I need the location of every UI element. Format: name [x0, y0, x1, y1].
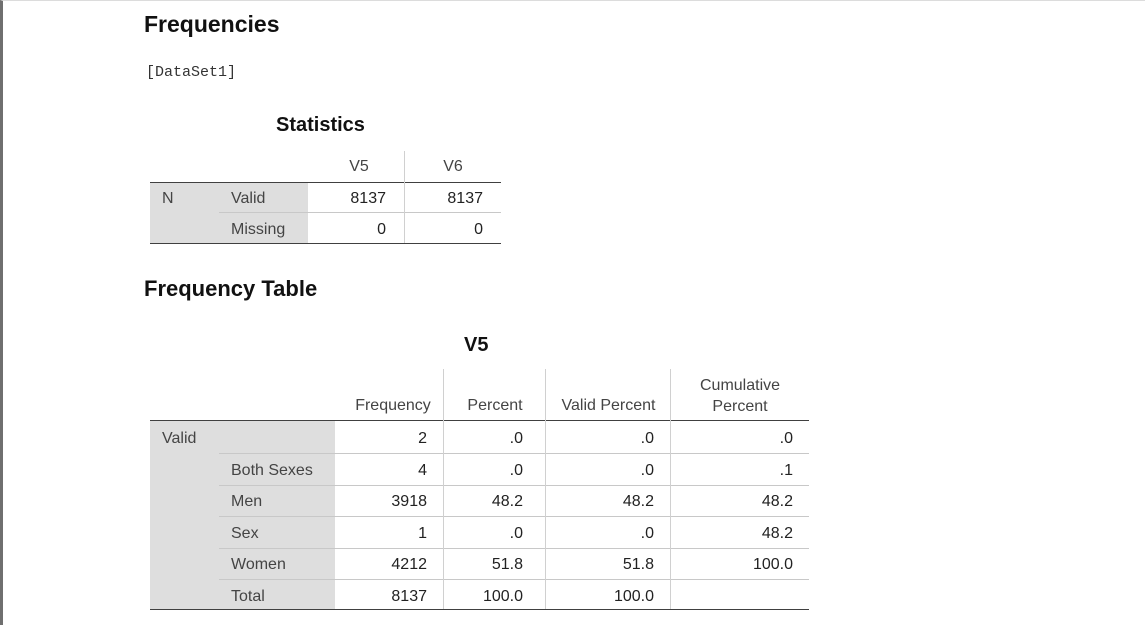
v5-cell-women-percent: 51.8 — [491, 556, 523, 574]
v5-cell-both-sexes-valid-percent: .0 — [640, 461, 654, 479]
v5-row-label-women: Women — [231, 556, 286, 574]
v5-group-label-valid: Valid — [162, 430, 197, 447]
v5-col-header-frequency: Frequency — [355, 397, 431, 414]
v5-header-rule — [150, 420, 809, 421]
statistics-row-header-shade — [150, 183, 308, 243]
v5-cell-sex-percent: .0 — [509, 524, 523, 542]
statistics-cell-valid-v6: 8137 — [447, 190, 483, 207]
v5-cell-blank-percent: .0 — [509, 430, 523, 447]
v5-cell-sex-frequency: 1 — [418, 524, 427, 542]
statistics-row-divider — [219, 212, 501, 213]
statistics-cell-missing-v6: 0 — [474, 221, 483, 238]
v5-cell-both-sexes-percent: .0 — [509, 461, 523, 479]
v5-cell-blank-valid-percent: .0 — [640, 430, 654, 447]
v5-cell-both-sexes-frequency: 4 — [418, 461, 427, 479]
v5-bottom-rule — [150, 609, 809, 610]
statistics-col-header-v6: V6 — [443, 158, 463, 175]
v5-col-divider-2 — [545, 369, 546, 609]
v5-row-label-total: Total — [231, 588, 265, 605]
v5-cell-men-frequency: 3918 — [391, 493, 427, 511]
statistics-col-divider — [404, 151, 405, 243]
v5-col-header-valid-percent: Valid Percent — [561, 397, 656, 414]
v5-row-label-sex: Sex — [231, 524, 259, 542]
v5-col-divider-1 — [443, 369, 444, 609]
v5-row-divider — [219, 548, 809, 549]
v5-cell-blank-cumulative-percent: .0 — [779, 430, 793, 447]
v5-cell-total-cumulative-percent — [671, 586, 809, 608]
statistics-row-label-missing: Missing — [231, 221, 286, 238]
v5-row-label-both-sexes: Both Sexes — [231, 461, 313, 479]
v5-row-label-blank — [219, 428, 335, 450]
v5-cell-men-percent: 48.2 — [491, 493, 523, 511]
v5-cell-women-frequency: 4212 — [391, 556, 427, 574]
statistics-title: Statistics — [276, 114, 365, 136]
v5-cell-women-valid-percent: 51.8 — [622, 556, 654, 574]
v5-cell-men-valid-percent: 48.2 — [622, 493, 654, 511]
v5-cell-women-cumulative-percent: 100.0 — [752, 556, 793, 574]
statistics-bottom-rule — [150, 243, 501, 244]
dataset-label: [DataSet1] — [146, 64, 237, 81]
v5-cell-total-valid-percent: 100.0 — [613, 588, 654, 605]
v5-row-divider — [219, 453, 809, 454]
v5-cell-total-percent: 100.0 — [482, 588, 523, 605]
v5-row-divider — [219, 579, 809, 580]
statistics-group-label: N — [162, 190, 174, 207]
v5-col-header-cumulative-line2: Percent — [712, 398, 768, 415]
v5-row-divider — [219, 485, 809, 486]
v5-cell-both-sexes-cumulative-percent: .1 — [779, 461, 793, 479]
statistics-header-rule — [150, 182, 501, 183]
v5-cell-men-cumulative-percent: 48.2 — [761, 493, 793, 511]
frequency-table-heading: Frequency Table — [144, 276, 318, 301]
v5-table-title: V5 — [464, 334, 489, 356]
statistics-col-header-v5: V5 — [349, 158, 369, 175]
v5-col-header-percent: Percent — [467, 397, 523, 414]
v5-col-header-cumulative-percent: Cumulative Percent — [671, 375, 809, 419]
v5-row-label-men: Men — [231, 493, 263, 511]
statistics-cell-missing-v5: 0 — [377, 221, 386, 238]
v5-cell-sex-cumulative-percent: 48.2 — [761, 524, 793, 542]
statistics-cell-valid-v5: 8137 — [350, 190, 386, 207]
v5-row-divider — [219, 516, 809, 517]
v5-col-divider-3 — [670, 369, 671, 609]
page-title: Frequencies — [144, 11, 280, 37]
v5-cell-total-frequency: 8137 — [391, 588, 427, 605]
v5-row-header-shade — [150, 421, 335, 610]
statistics-row-label-valid: Valid — [231, 190, 266, 207]
v5-cell-blank-frequency: 2 — [418, 430, 427, 447]
v5-col-header-cumulative-line1: Cumulative — [699, 377, 781, 394]
v5-cell-sex-valid-percent: .0 — [640, 524, 654, 542]
